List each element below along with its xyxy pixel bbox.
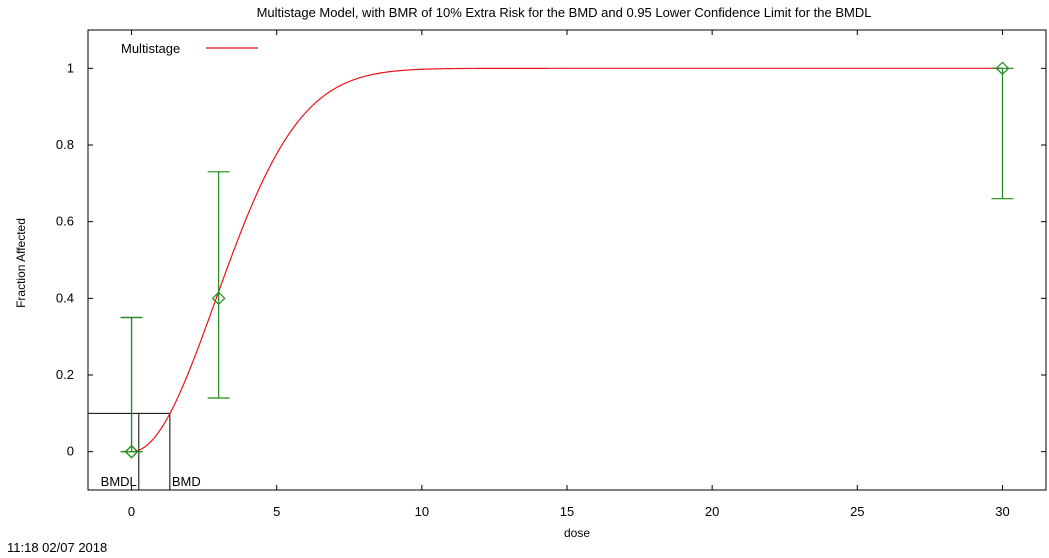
x-tick-label: 10 — [415, 504, 429, 519]
x-tick-label: 5 — [273, 504, 280, 519]
timestamp: 11:18 02/07 2018 — [7, 540, 108, 555]
legend-label: Multistage — [121, 41, 180, 56]
y-tick-label: 0.2 — [56, 367, 74, 382]
bmd-label: BMD — [172, 474, 201, 489]
y-tick-label: 0 — [67, 444, 74, 459]
y-tick-label: 1 — [67, 60, 74, 75]
chart-title: Multistage Model, with BMR of 10% Extra … — [257, 5, 872, 20]
y-tick-label: 0.8 — [56, 137, 74, 152]
x-tick-label: 25 — [850, 504, 864, 519]
x-axis-ticks: 0 5 10 15 20 25 30 — [128, 30, 1010, 519]
observation-point — [120, 316, 143, 459]
plot-frame — [87, 29, 1047, 491]
plot-border — [87, 29, 1047, 491]
y-axis-ticks: 0 0.2 0.4 0.6 0.8 1 — [56, 60, 1046, 459]
observations-layer — [120, 61, 1014, 459]
x-tick-label: 20 — [705, 504, 719, 519]
bmdl-label: BMDL — [101, 474, 137, 489]
y-axis-label: Fraction Affected — [14, 218, 28, 308]
multistage-curve — [131, 67, 1003, 453]
y-tick-label: 0.4 — [56, 290, 74, 305]
data-marker — [995, 61, 1010, 76]
curve-layer — [131, 67, 1003, 453]
observation-point — [207, 171, 230, 399]
legend: Multistage — [121, 41, 258, 56]
observation-point — [991, 61, 1014, 200]
data-marker — [211, 291, 226, 306]
data-marker — [124, 444, 139, 459]
x-tick-label: 15 — [560, 504, 574, 519]
bmd-reference-lines: BMDL BMD — [88, 412, 201, 490]
x-tick-label: 0 — [128, 504, 135, 519]
x-axis-label: dose — [564, 526, 590, 540]
y-tick-label: 0.6 — [56, 214, 74, 229]
x-tick-label: 30 — [995, 504, 1009, 519]
